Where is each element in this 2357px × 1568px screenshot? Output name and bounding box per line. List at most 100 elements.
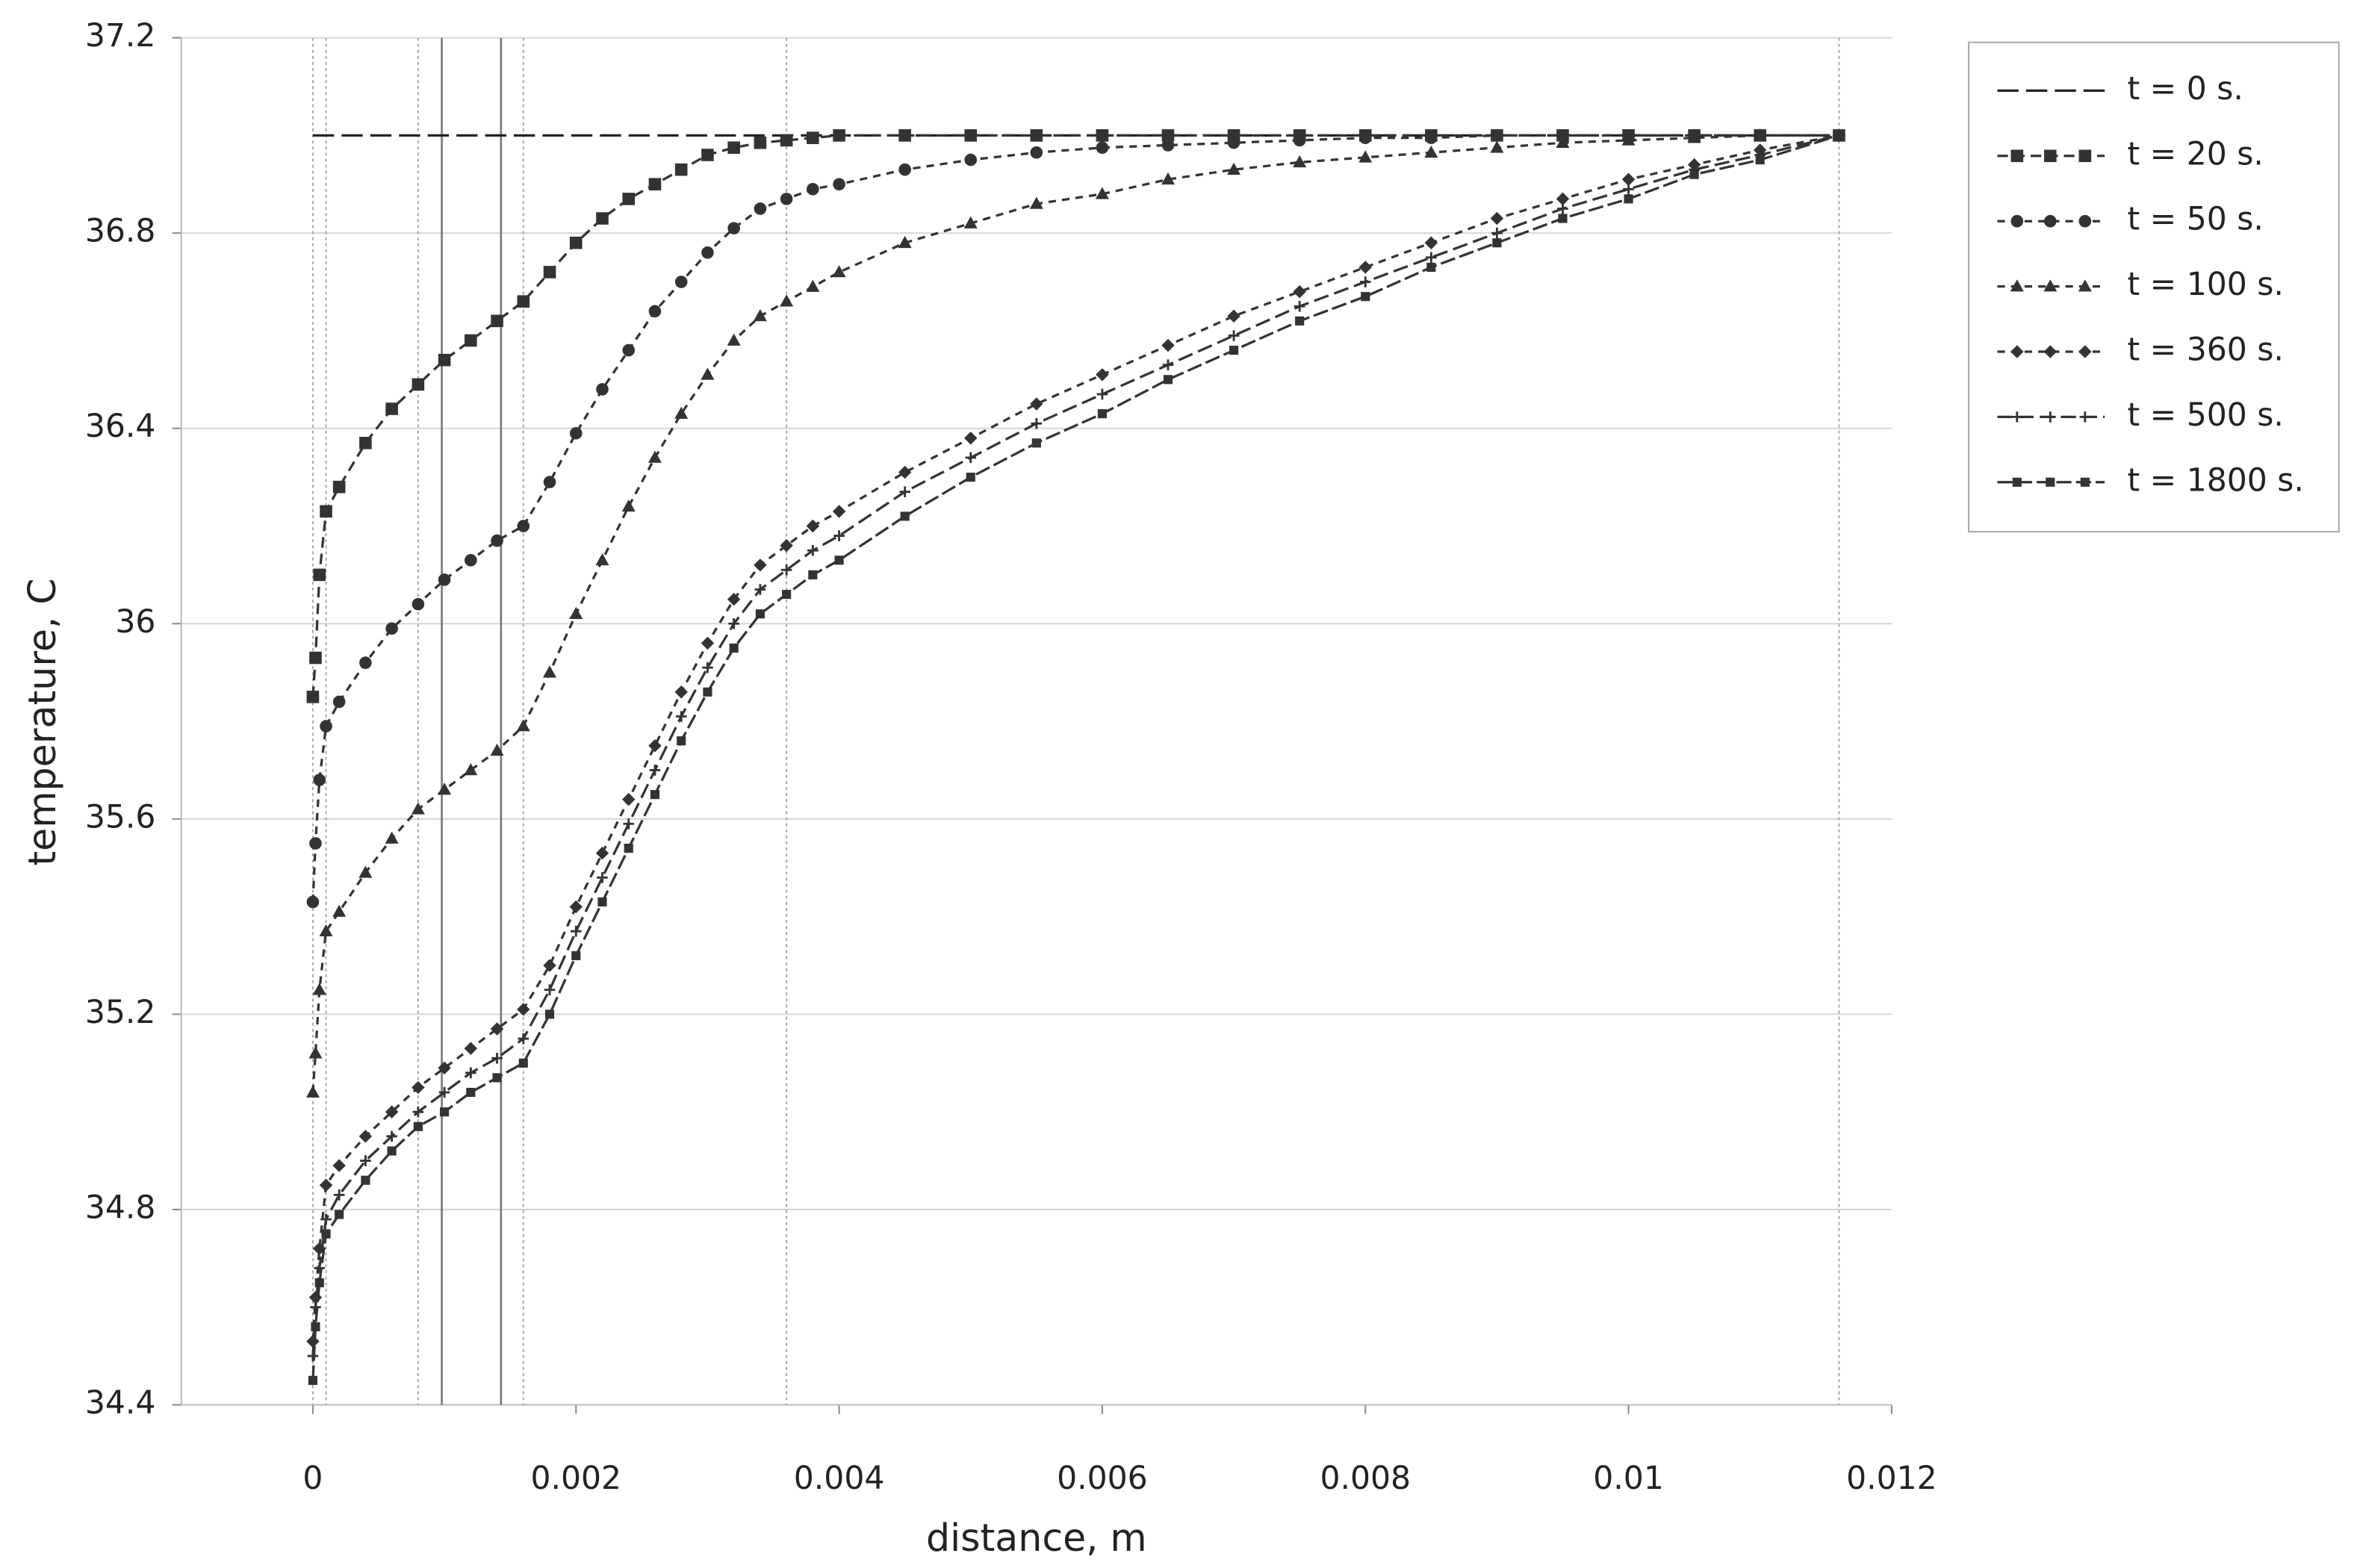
y-tick-label: 36.8 [85, 214, 156, 250]
marker [648, 739, 662, 753]
marker [729, 643, 739, 653]
marker [360, 1155, 371, 1166]
legend-label: t = 360 s. [2127, 332, 2283, 368]
marker [385, 622, 398, 635]
marker [964, 129, 978, 142]
marker [359, 656, 372, 669]
marker [1358, 131, 1372, 144]
marker [1425, 131, 1438, 144]
marker [1030, 129, 1043, 142]
marker [754, 136, 767, 149]
marker [898, 129, 911, 142]
marker [597, 897, 607, 907]
marker [1227, 136, 1240, 149]
marker [649, 765, 661, 776]
marker [309, 651, 322, 665]
x-tick-label: 0.002 [530, 1460, 621, 1497]
marker [543, 476, 556, 488]
marker [807, 544, 819, 556]
marker [964, 432, 978, 445]
marker [359, 437, 372, 449]
marker [782, 589, 792, 600]
marker [1358, 150, 1373, 163]
marker [314, 1278, 324, 1288]
marker [1426, 262, 1436, 272]
marker [517, 295, 530, 308]
marker [332, 480, 346, 494]
legend-marker [2044, 149, 2057, 163]
marker [624, 843, 633, 853]
marker [1293, 155, 1307, 168]
marker [1031, 438, 1041, 448]
legend-label: t = 20 s. [2127, 136, 2263, 172]
marker [438, 573, 451, 586]
y-tick-label: 36 [115, 604, 155, 641]
legend-marker [2010, 214, 2024, 228]
marker [313, 774, 326, 786]
marker [650, 790, 660, 800]
x-tick-label: 0.012 [1846, 1460, 1937, 1497]
marker [621, 499, 636, 512]
marker [1557, 203, 1568, 214]
marker [1295, 316, 1305, 326]
marker [648, 450, 662, 463]
marker [674, 406, 689, 419]
y-tick-label: 35.2 [85, 995, 156, 1031]
marker [833, 530, 845, 541]
marker [310, 1301, 321, 1313]
marker [1492, 238, 1502, 248]
marker [569, 900, 583, 914]
marker [440, 1107, 450, 1117]
marker [466, 1087, 476, 1098]
y-tick-label: 37.2 [85, 18, 156, 55]
marker [675, 711, 687, 722]
marker [465, 553, 477, 567]
marker [1624, 194, 1633, 204]
marker [1687, 131, 1701, 143]
marker [754, 559, 767, 572]
marker [1161, 139, 1175, 152]
marker [807, 183, 819, 196]
marker [1096, 388, 1108, 400]
marker [306, 895, 320, 909]
series-line [311, 134, 1839, 1342]
marker [727, 141, 740, 155]
marker [313, 568, 326, 582]
marker [1424, 236, 1438, 249]
legend-marker [2011, 411, 2023, 423]
y-tick-label: 34.8 [85, 1189, 156, 1226]
legend-marker [2045, 411, 2056, 423]
marker [386, 1130, 397, 1142]
marker [492, 1073, 502, 1083]
marker [727, 222, 740, 234]
marker [1097, 409, 1107, 419]
legend-label: t = 100 s. [2127, 267, 2283, 303]
marker [1161, 172, 1175, 185]
marker [1556, 192, 1570, 206]
marker [1623, 184, 1634, 195]
marker [780, 134, 793, 147]
marker [464, 1042, 478, 1055]
marker [1358, 261, 1372, 274]
marker [1293, 134, 1306, 147]
marker [965, 452, 977, 464]
marker [1228, 330, 1240, 341]
marker [807, 131, 819, 144]
marker [1755, 155, 1765, 165]
marker [411, 802, 425, 815]
marker [674, 276, 688, 288]
marker [1095, 187, 1109, 199]
marker [385, 1105, 399, 1119]
marker [808, 570, 818, 579]
marker [464, 763, 478, 776]
legend-label: t = 0 s. [2127, 71, 2243, 108]
marker [385, 402, 398, 415]
marker [1161, 338, 1175, 352]
marker [832, 265, 846, 278]
marker [1030, 146, 1043, 159]
marker [701, 367, 715, 380]
marker [335, 1210, 344, 1219]
marker [465, 1067, 476, 1079]
marker [1753, 128, 1767, 141]
